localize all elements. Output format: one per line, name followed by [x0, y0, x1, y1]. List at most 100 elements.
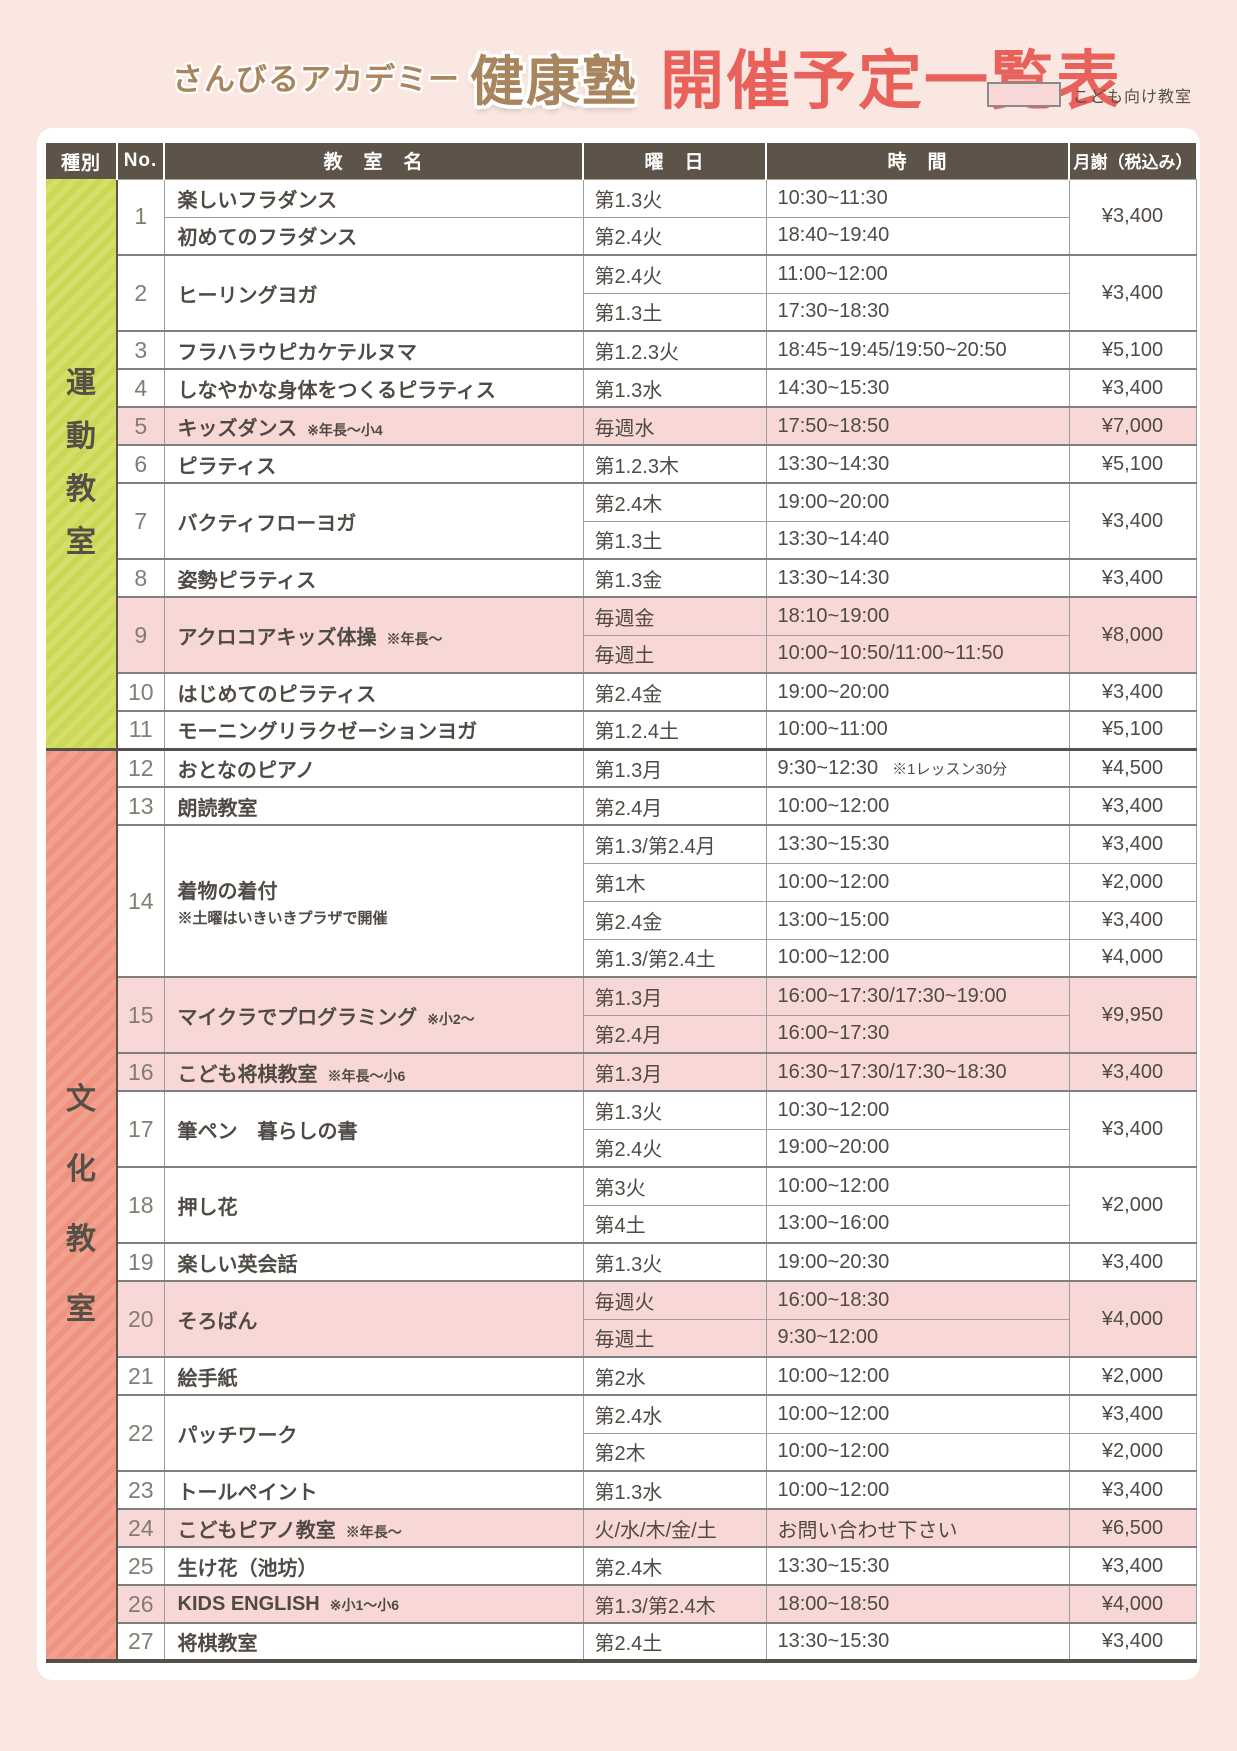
row-number: 17: [116, 1090, 165, 1168]
col-header-no: No.: [116, 143, 164, 179]
fee-cell: ¥4,000: [1068, 1584, 1197, 1624]
kids-legend-label: こども向け教室: [1072, 88, 1192, 106]
row-number: 20: [116, 1280, 165, 1358]
row-number: 13: [116, 786, 165, 826]
time-cell: 14:30~15:30: [765, 368, 1070, 408]
class-name: ピラティス: [163, 444, 584, 484]
day-cell: 第1.3火: [582, 1090, 767, 1130]
day-cell: 第2.4火: [582, 1128, 767, 1168]
row-number: 22: [116, 1394, 165, 1472]
class-name: 着物の着付 ※土曜はいきいきプラザで開催: [163, 824, 584, 978]
row-number: 3: [116, 330, 165, 370]
fee-cell: ¥4,500: [1068, 747, 1197, 788]
schedule-row: 18 押し花 第3火 10:00~12:00 ¥2,000: [46, 1166, 1197, 1244]
time-cell: 10:30~12:00: [765, 1090, 1070, 1130]
time-cell: 18:10~19:00: [765, 596, 1070, 636]
class-name: 初めてのフラダンス: [163, 216, 584, 256]
schedule-row: 13 朗読教室 第2.4月 10:00~12:00 ¥3,400: [46, 786, 1197, 826]
class-name: 楽しいフラダンス: [163, 178, 584, 218]
title-group: さんびるアカデミー 健康塾 開催予定一覧表: [172, 30, 1122, 122]
day-cell: 第2.4金: [582, 900, 767, 940]
class-name: アクロコアキッズ体操 ※年長～: [163, 596, 584, 674]
day-cell: 第1.3月: [582, 976, 767, 1016]
class-name: 生け花（池坊）: [163, 1546, 584, 1586]
time-cell: 19:00~20:00: [765, 482, 1070, 522]
row-number: 26: [116, 1584, 165, 1624]
fee-cell: ¥3,400: [1068, 1546, 1197, 1586]
time-cell: 13:00~16:00: [765, 1204, 1070, 1244]
time-cell: 10:00~12:00: [765, 1166, 1070, 1206]
schedule-row: 第2.4火 19:00~20:00: [46, 1128, 1196, 1168]
col-header-day: 曜 日: [582, 143, 766, 179]
day-cell: 第2.4木: [582, 1546, 767, 1586]
fee-cell: ¥9,950: [1068, 976, 1197, 1054]
class-name: バクティフローヨガ: [163, 482, 584, 560]
time-cell: 16:00~17:30: [765, 1014, 1070, 1054]
schedule-row: 11 モーニングリラクゼーションヨガ 第1.2.4土 10:00~11:00 ¥5,10…: [46, 710, 1197, 750]
class-name: パッチワーク: [163, 1394, 584, 1472]
day-cell: 第2.4木: [582, 482, 767, 522]
schedule-row: 9 アクロコアキッズ体操 ※年長～ 毎週金 18:10~19:00 ¥8,000: [46, 596, 1197, 674]
fee-cell: ¥6,500: [1068, 1508, 1197, 1548]
row-number: 7: [116, 482, 165, 560]
schedule-row: 14 着物の着付 ※土曜はいきいきプラザで開催 第1.3/第2.4月 13:30~15:…: [46, 824, 1197, 978]
day-cell: 第2水: [582, 1356, 767, 1396]
row-number: 1: [116, 178, 165, 256]
time-cell: 13:30~14:30: [765, 444, 1070, 484]
day-cell: 第2.4金: [582, 672, 767, 712]
day-cell: 毎週土: [582, 1318, 767, 1358]
schedule-row: 5 キッズダンス ※年長～小4 毎週水 17:50~18:50 ¥7,000: [46, 406, 1197, 446]
kids-legend: こども向け教室: [986, 82, 1192, 107]
row-number: 19: [116, 1242, 165, 1282]
class-name: 楽しい英会話: [163, 1242, 584, 1282]
table-header-row: 種別 No. 教 室 名 曜 日 時 間 月謝（税込み）: [46, 143, 1196, 179]
fee-cell: ¥5,100: [1068, 710, 1197, 750]
section-label: 文化教室: [46, 747, 118, 1661]
brand-prefix: さんびるアカデミー: [172, 61, 460, 97]
col-header-fee: 月謝（税込み）: [1068, 143, 1196, 179]
brand-name: 健康塾: [470, 51, 638, 112]
day-cell: 第1.3金: [582, 558, 767, 598]
time-cell: 13:30~14:30: [765, 558, 1070, 598]
time-cell: 19:00~20:00: [765, 672, 1070, 712]
class-name: ヒーリングヨガ: [163, 254, 584, 332]
schedule-card: 種別 No. 教 室 名 曜 日 時 間 月謝（税込み） 運動教室 1 楽しいフラダ…: [37, 128, 1200, 1680]
time-cell: 10:00~12:00: [765, 862, 1070, 902]
row-number: 16: [116, 1052, 165, 1092]
class-name: 押し花: [163, 1166, 584, 1244]
schedule-row: 第2.4金 13:00~15:00 ¥3,400: [46, 900, 1197, 940]
fee-cell: ¥3,400: [1068, 672, 1197, 712]
row-number: 9: [116, 596, 165, 674]
row-number: 12: [116, 747, 165, 788]
time-cell: 10:00~12:00: [765, 786, 1070, 826]
schedule-row: 24 こどもピアノ教室 ※年長～ 火/水/木/金/土 お問い合わせ下さい ¥6,500: [46, 1508, 1197, 1548]
class-name: KIDS ENGLISH ※小1～小6: [163, 1584, 584, 1624]
schedule-row: 第2.4月 16:00~17:30: [46, 1014, 1196, 1054]
class-name: おとなのピアノ: [163, 747, 584, 788]
schedule-row: 毎週土 9:30~12:00: [46, 1318, 1196, 1358]
schedule-row: 4 しなやかな身体をつくるピラティス 第1.3水 14:30~15:30 ¥3,400: [46, 368, 1197, 408]
time-cell: お問い合わせ下さい: [765, 1508, 1070, 1548]
day-cell: 毎週火: [582, 1280, 767, 1320]
time-cell: 10:00~12:00: [765, 1356, 1070, 1396]
time-cell: 10:00~12:00: [765, 938, 1070, 978]
time-cell: 16:30~17:30/17:30~18:30: [765, 1052, 1070, 1092]
day-cell: 第2.4月: [582, 786, 767, 826]
day-cell: 第4土: [582, 1204, 767, 1244]
schedule-row: 7 バクティフローヨガ 第2.4木 19:00~20:00 ¥3,400: [46, 482, 1197, 560]
schedule-row: 20 そろばん 毎週火 16:00~18:30 ¥4,000: [46, 1280, 1197, 1358]
time-cell: 10:00~12:00: [765, 1470, 1070, 1510]
day-cell: 第2.4水: [582, 1394, 767, 1434]
time-cell: 10:00~12:00: [765, 1432, 1070, 1472]
schedule-row: 3 フラハラウピカケテルヌマ 第1.2.3火 18:45~19:45/19:50~20…: [46, 330, 1197, 370]
time-cell: 17:30~18:30: [765, 292, 1070, 332]
time-cell: 9:30~12:30 ※1レッスン30分: [765, 747, 1070, 788]
fee-cell: ¥4,000: [1068, 1280, 1197, 1358]
schedule-row: 第1木 10:00~12:00 ¥2,000: [46, 862, 1197, 902]
fee-cell: ¥3,400: [1068, 1242, 1197, 1282]
row-number: 27: [116, 1622, 165, 1662]
fee-cell: ¥4,000: [1068, 938, 1197, 978]
row-number: 5: [116, 406, 165, 446]
class-name: 将棋教室: [163, 1622, 584, 1662]
time-cell: 18:40~19:40: [765, 216, 1070, 256]
